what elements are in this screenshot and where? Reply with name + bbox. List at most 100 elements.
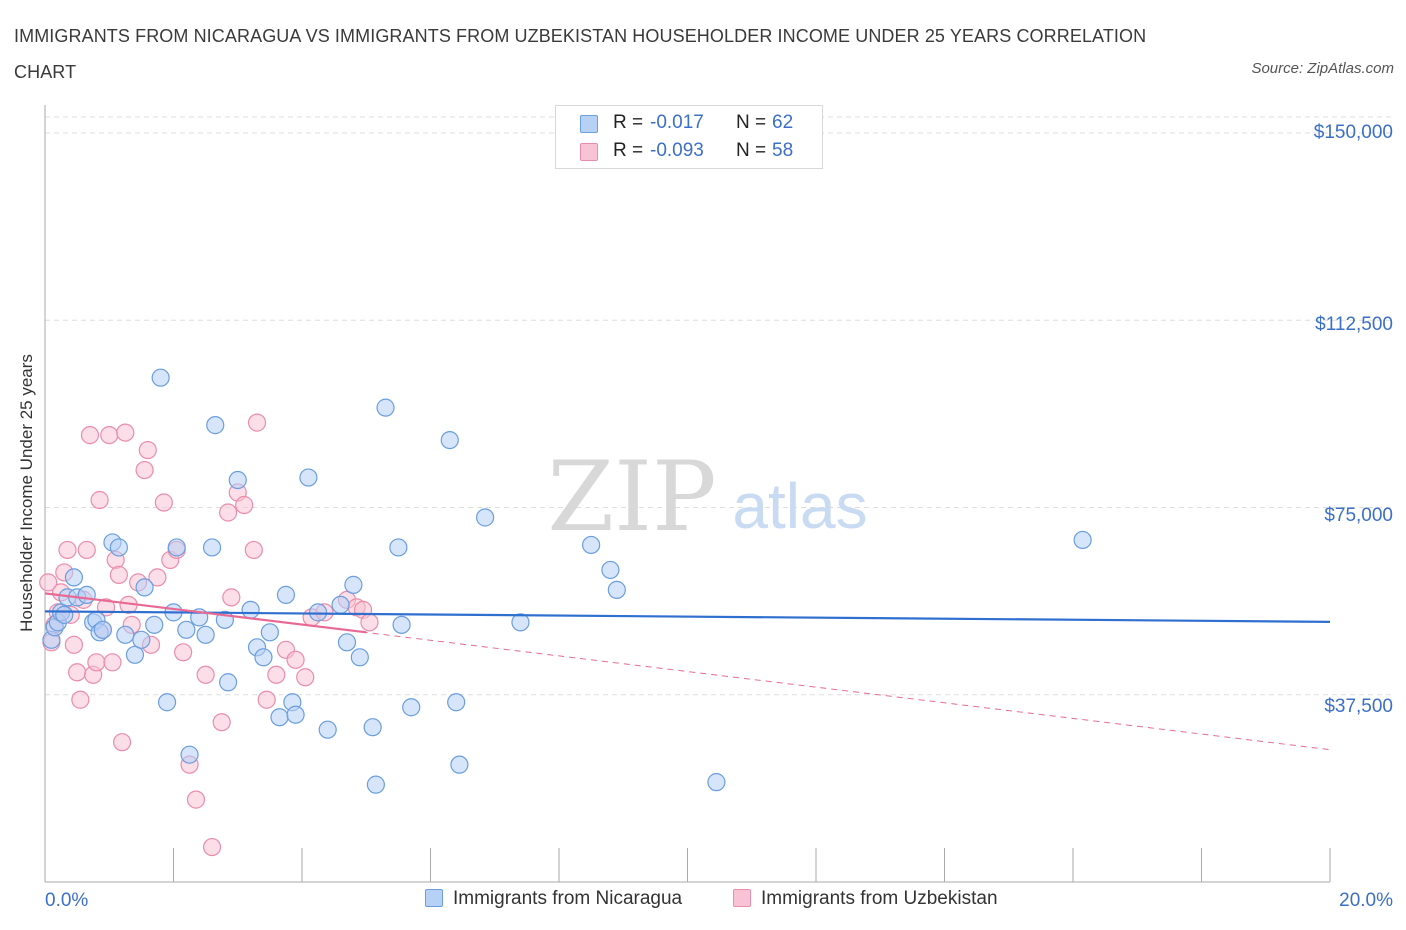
n-value: 58 — [772, 140, 794, 161]
nicaragua-point — [219, 673, 238, 692]
uzbekistan-point — [196, 665, 215, 684]
nicaragua-point — [389, 538, 408, 557]
uzbekistan-point — [39, 573, 58, 592]
nicaragua-point — [55, 605, 74, 624]
uzbekistan-point — [77, 540, 96, 560]
nicaragua-point — [366, 775, 385, 794]
nicaragua-point — [308, 603, 328, 622]
watermark-zip: ZIP — [547, 441, 716, 553]
nicaragua-point — [707, 773, 726, 792]
legend-label-uzbekistan: Immigrants from Uzbekistan — [761, 888, 998, 909]
nicaragua-point — [476, 508, 495, 527]
y-tick-label-112500: $112,500 — [1315, 314, 1393, 335]
uzbekistan-point — [68, 663, 87, 682]
uzbekistan-point — [244, 540, 263, 560]
y-tick-label-150000: $150,000 — [1313, 122, 1393, 143]
nicaragua-point — [116, 625, 135, 644]
uzbekistan-point — [90, 490, 109, 510]
uzbekistan-point — [154, 493, 173, 512]
nicaragua-point — [299, 468, 318, 487]
nicaragua-trend-line — [44, 610, 1331, 623]
uzbekistan-trend-line — [44, 592, 367, 634]
uzbekistan-point — [138, 440, 157, 460]
uzbekistan-point — [174, 643, 193, 662]
uzbekistan-swatch — [580, 143, 598, 161]
nicaragua-point — [376, 398, 395, 417]
nicaragua-point — [206, 416, 225, 435]
r-label: R = — [613, 112, 644, 133]
nicaragua-point — [145, 615, 164, 634]
legend-item-nicaragua[interactable]: Immigrants from Nicaragua — [425, 888, 682, 916]
nicaragua-point — [607, 580, 626, 599]
nicaragua-point — [254, 648, 273, 667]
uzbekistan-point — [87, 653, 106, 672]
nicaragua-point — [331, 595, 350, 614]
uzbekistan-point — [202, 837, 222, 857]
uzbekistan-point — [112, 733, 132, 752]
uzbekistan-point — [58, 540, 77, 560]
nicaragua-point — [392, 615, 411, 634]
nicaragua-point — [350, 648, 369, 667]
uzbekistan-point — [135, 460, 154, 480]
uzbekistan-point — [109, 565, 128, 585]
nicaragua-point — [1073, 530, 1092, 550]
r-label: R = — [613, 140, 644, 161]
nicaragua-point — [228, 470, 247, 490]
watermark: ZIP atlas — [547, 441, 867, 553]
y-axis-label: Householder Income Under 25 years — [17, 354, 36, 632]
nicaragua-point — [276, 585, 296, 604]
uzbekistan-point — [186, 790, 206, 809]
legend-item-uzbekistan[interactable]: Immigrants from Uzbekistan — [733, 888, 998, 916]
uzbekistan-point — [247, 413, 267, 432]
nicaragua-point — [202, 538, 222, 557]
y-tick-label-37500: $37,500 — [1324, 696, 1393, 717]
n-label: N = — [736, 112, 767, 133]
legend-label-nicaragua: Immigrants from Nicaragua — [453, 888, 683, 909]
r-value: -0.093 — [650, 140, 704, 161]
axes — [44, 105, 1331, 883]
trend-lines — [44, 592, 1331, 751]
nicaragua-point — [64, 568, 84, 587]
nicaragua-point — [318, 720, 337, 739]
nicaragua-point — [337, 633, 357, 652]
chart-title: IMMIGRANTS FROM NICARAGUA VS IMMIGRANTS … — [14, 26, 1147, 82]
nicaragua-point — [125, 645, 145, 664]
uzbekistan-point — [257, 690, 276, 709]
uzbekistan-point — [116, 423, 135, 442]
nicaragua-point — [177, 620, 196, 639]
nicaragua-point — [286, 705, 305, 724]
uzbekistan-trend-extension — [44, 592, 1331, 751]
nicaragua-points — [42, 368, 1092, 794]
nicaragua-point — [196, 625, 215, 644]
nicaragua-point — [135, 578, 154, 597]
nicaragua-point — [77, 585, 96, 604]
uzbekistan-point — [296, 668, 315, 687]
nicaragua-point — [511, 613, 530, 632]
uzbekistan-point — [267, 665, 286, 684]
uzbekistan-point — [286, 650, 305, 669]
uzbekistan-point — [103, 653, 122, 672]
nicaragua-point — [447, 693, 466, 712]
nicaragua-point — [582, 535, 601, 555]
nicaragua-point — [270, 708, 289, 727]
uzbekistan-point — [222, 588, 241, 607]
r-value: -0.017 — [650, 112, 704, 133]
uzbekistan-legend-swatch — [733, 889, 751, 907]
nicaragua-point — [363, 718, 382, 737]
nicaragua-point — [402, 698, 421, 717]
nicaragua-point — [440, 430, 459, 450]
uzbekistan-point — [80, 425, 100, 445]
nicaragua-point — [344, 575, 363, 594]
uzbekistan-point — [100, 425, 119, 445]
source-label: Source: ZipAtlas.com — [1251, 60, 1394, 77]
n-value: 62 — [772, 112, 794, 133]
uzbekistan-point — [64, 635, 84, 654]
nicaragua-point — [109, 538, 128, 557]
uzbekistan-point — [71, 690, 90, 709]
nicaragua-legend-swatch — [425, 889, 443, 907]
nicaragua-point — [180, 745, 199, 764]
nicaragua-point — [151, 368, 170, 387]
y-tick-label-75000: $75,000 — [1324, 505, 1393, 526]
uzbekistan-point — [212, 713, 231, 732]
